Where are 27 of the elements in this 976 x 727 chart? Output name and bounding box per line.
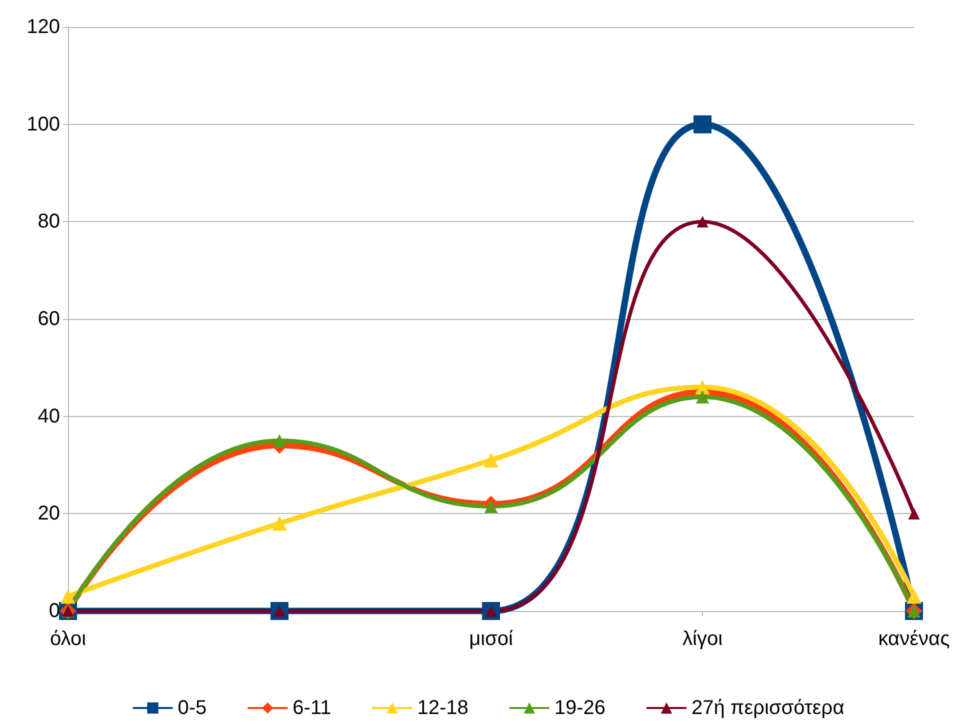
point (272, 434, 286, 448)
x-tick-label: κανένας (878, 628, 950, 650)
point (694, 115, 712, 134)
x-tick-label: λίγοι (682, 628, 723, 650)
point (484, 452, 498, 468)
legend-label: 19-26 (554, 697, 606, 719)
y-tick-label: 40 (38, 405, 60, 428)
x-tick-label: μισοί (469, 628, 514, 650)
point (484, 500, 498, 513)
y-tick-label: 20 (38, 502, 60, 525)
y-tick-label: 0 (48, 600, 60, 622)
y-tick-label: 100 (26, 113, 60, 136)
y-tick-label: 80 (38, 210, 60, 233)
point (60, 589, 76, 604)
point (906, 589, 922, 604)
point (696, 216, 708, 228)
legend-label: 27ή περισσότερα (692, 697, 844, 719)
legend-label: 12-18 (417, 697, 468, 719)
point (908, 508, 920, 520)
legend-label: 0-5 (178, 697, 207, 719)
point (272, 516, 287, 531)
point (696, 390, 710, 404)
x-tick-label: όλοι (50, 628, 86, 650)
legend-label: 6-11 (292, 697, 332, 719)
y-tick-label: 60 (38, 308, 60, 330)
point (695, 380, 710, 395)
y-tick-label: 120 (26, 16, 60, 38)
